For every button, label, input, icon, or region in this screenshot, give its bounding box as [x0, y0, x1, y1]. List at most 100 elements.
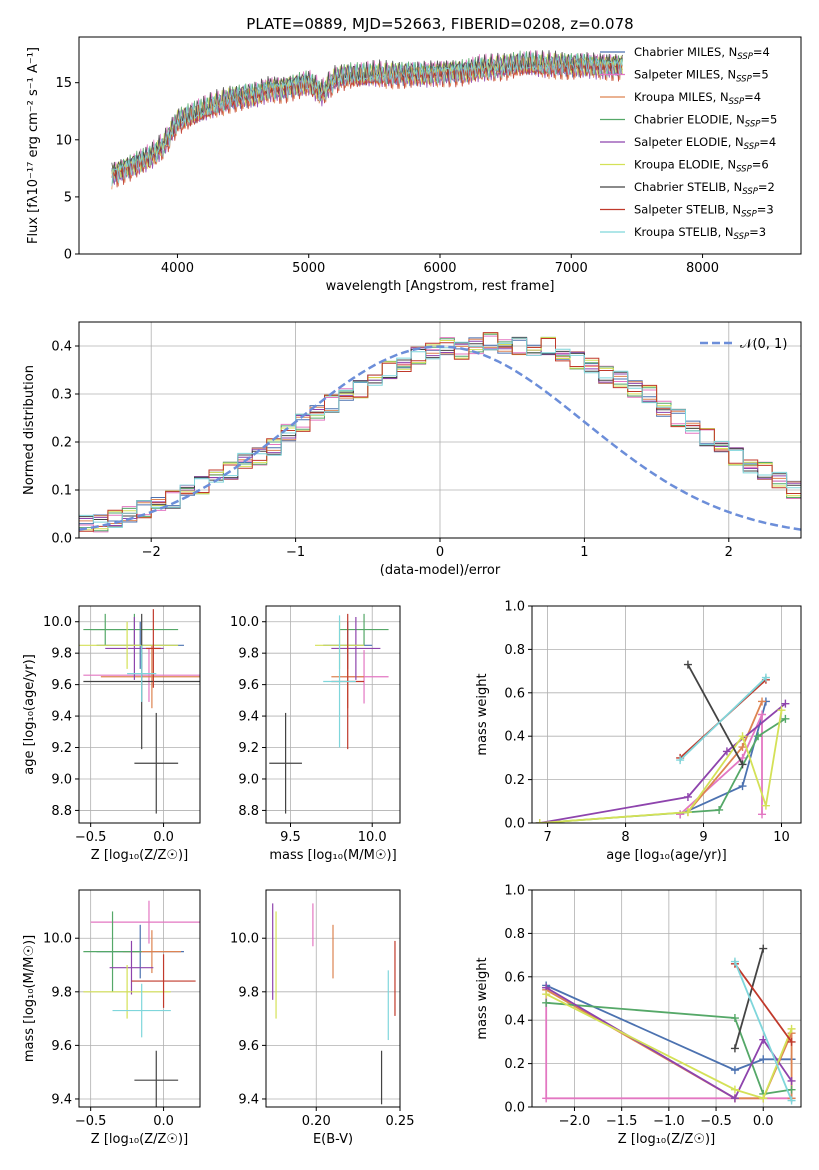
errorbar-point — [146, 609, 161, 688]
weight-marker — [730, 1044, 739, 1053]
weight-marker — [787, 1076, 796, 1085]
weight-marker — [787, 1096, 796, 1105]
y-tick-label: 10.0 — [230, 932, 259, 947]
y-tick-label: 10 — [55, 133, 72, 148]
weight-marker — [542, 1094, 551, 1103]
legend-entry: Kroupa ELODIE, NSSP=6 — [634, 158, 769, 175]
y-tick-label: 0.0 — [504, 1101, 525, 1116]
y-tick-label: 0.2 — [504, 1057, 525, 1072]
weight-marker — [676, 756, 685, 765]
chart-age_vs_Z: −0.5 0.0 8.8 9.0 9.2 9.4 9.6 9.8 10.0 Z [log₁₀(Z/… — [22, 605, 201, 863]
x-tick-label: 0 — [436, 545, 444, 560]
y-tick-label: 9.6 — [238, 1039, 259, 1054]
weight-series — [539, 702, 786, 823]
weight-marker — [730, 1066, 739, 1075]
weight-series — [687, 664, 744, 765]
x-tick-label: −1 — [286, 545, 305, 560]
y-tick-label: 0.8 — [504, 643, 525, 658]
chart-weight_vs_age: 7 8 9 10 0.0 0.2 0.4 0.6 0.8 1.0 age [log₁₀(age/yr… — [475, 600, 802, 863]
legend-entry: Chabrier MILES, NSSP=4 — [634, 45, 770, 62]
y-tick-label: 1.0 — [504, 600, 525, 615]
weight-marker — [787, 1037, 796, 1046]
weight-marker — [738, 760, 747, 769]
y-tick-label: 9.4 — [51, 1092, 72, 1107]
y-tick-label: 0.2 — [504, 773, 525, 788]
plot-area — [272, 903, 396, 1105]
x-tick-label: 0.25 — [386, 1114, 415, 1129]
y-tick-label: 0.1 — [51, 484, 72, 499]
weight-marker — [683, 660, 692, 669]
weight-marker — [758, 710, 767, 719]
x-tick-label: 10 — [773, 830, 790, 845]
y-tick-label: 9.8 — [238, 647, 259, 662]
x-tick-label: −0.5 — [75, 830, 107, 845]
weight-marker — [759, 944, 768, 953]
weight-marker — [781, 699, 790, 708]
y-tick-label: 0.3 — [51, 388, 72, 403]
y-tick-label: 0.0 — [504, 817, 525, 832]
y-tick-label: 0.4 — [51, 340, 72, 355]
axes-frame — [78, 605, 201, 824]
weight-marker — [730, 957, 739, 966]
x-tick-label: 5000 — [292, 261, 325, 276]
x-tick-label: −0.5 — [700, 1114, 732, 1129]
y-axis-label: Normed distribution — [22, 365, 37, 495]
x-axis-label: mass [log₁₀(M/M☉)] — [269, 848, 396, 863]
chart-residuals: −2 −1 0 1 2 0.0 0.1 0.2 0.3 0.4 (data-model)/error… — [22, 321, 802, 578]
axes-frame — [265, 889, 401, 1108]
y-tick-label: 0.2 — [51, 436, 72, 451]
errorbar-point — [79, 621, 179, 669]
y-tick-label: 10.0 — [43, 615, 72, 630]
plot-area — [83, 900, 200, 1107]
y-tick-label: 9.2 — [238, 741, 259, 756]
y-tick-label: 9.8 — [238, 985, 259, 1000]
weight-marker — [722, 747, 731, 756]
y-tick-label: 9.6 — [51, 1039, 72, 1054]
errorbar-point — [83, 911, 142, 992]
legend-entry: Kroupa STELIB, NSSP=3 — [634, 225, 766, 242]
legend-entry: Kroupa MILES, NSSP=4 — [634, 90, 761, 107]
y-axis-label: mass [log₁₀(M/M☉)] — [22, 935, 37, 1062]
weight-marker — [730, 1094, 739, 1103]
weight-marker — [715, 805, 724, 814]
weight-marker — [738, 743, 747, 752]
chart-mass_vs_EBV: 0.20 0.25 9.4 9.6 9.8 10.0 E(B-V) — [230, 889, 415, 1147]
axes-frame — [78, 36, 802, 255]
x-tick-label: 0.0 — [153, 1114, 174, 1129]
weight-marker — [761, 673, 770, 682]
legend-entry: 𝒩(0, 1) — [740, 337, 787, 352]
x-axis-label: wavelength [Angstrom, rest frame] — [326, 279, 555, 294]
x-tick-label: 7 — [543, 830, 551, 845]
axes-frame — [78, 889, 201, 1108]
y-tick-label: 9.8 — [51, 985, 72, 1000]
y-tick-label: 9.2 — [51, 741, 72, 756]
x-tick-label: 6000 — [423, 261, 456, 276]
y-axis-label: age [log₁₀(age/yr)] — [22, 654, 37, 775]
weight-series — [734, 963, 793, 1043]
legend-entry: Salpeter ELODIE, NSSP=4 — [634, 135, 776, 152]
weight-series — [539, 710, 783, 823]
y-tick-label: 0.8 — [504, 927, 525, 942]
weight-marker — [787, 1024, 796, 1033]
errorbar-point — [83, 648, 200, 702]
weight-marker — [738, 782, 747, 791]
x-axis-label: Z [log₁₀(Z/Z☉)] — [91, 1132, 188, 1147]
figure-title: PLATE=0889, MJD=52663, FIBERID=0208, z=0… — [246, 15, 633, 33]
y-tick-label: 10.0 — [230, 615, 259, 630]
weight-marker — [759, 1094, 768, 1103]
chart-weight_vs_Z: −2.0 −1.5 −1.0 −0.5 0.0 0.0 0.2 0.4 0.6 0.8 1.0 Z [… — [475, 884, 802, 1147]
plot-area — [269, 613, 389, 814]
x-tick-label: −1.0 — [653, 1114, 685, 1129]
y-tick-label: 0.4 — [504, 730, 525, 745]
plot-area — [542, 944, 796, 1105]
weight-marker — [542, 998, 551, 1007]
weight-marker — [758, 810, 767, 819]
weight-marker — [676, 810, 685, 819]
errorbar-point — [127, 645, 157, 702]
errorbar-point — [134, 1050, 179, 1107]
x-tick-label: 7000 — [555, 261, 588, 276]
x-tick-label: −2.0 — [559, 1114, 591, 1129]
errorbar-point — [90, 900, 200, 944]
residual-histogram — [79, 337, 801, 528]
y-tick-label: 1.0 — [504, 884, 525, 899]
